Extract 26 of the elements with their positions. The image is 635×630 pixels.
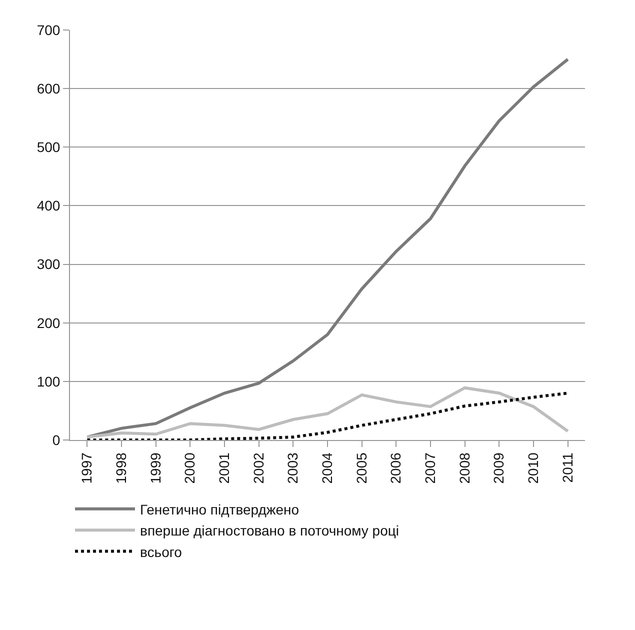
legend-label: Генетично підтверджено [140,501,300,518]
legend-label: всього [140,544,182,560]
y-tick-label: 200 [36,314,60,331]
x-tick-label: 2000 [182,452,198,484]
y-tick-label: 500 [36,139,60,156]
x-tick-label: 2005 [353,452,370,484]
x-tick-label: 1997 [78,452,95,484]
legend-label: вперше діагностовано в поточному році [140,522,400,539]
x-tick-label: 2010 [525,452,542,484]
x-tick-label: 2006 [388,452,404,484]
x-tick-label: 2002 [250,452,266,484]
x-tick-label: 2003 [284,452,301,484]
y-tick-label: 100 [36,373,60,390]
x-tick-label: 2009 [490,452,507,484]
y-tick-label: 400 [36,198,60,214]
x-tick-label: 1998 [113,452,130,484]
y-tick-label: 600 [36,80,60,96]
y-tick-label: 0 [52,432,60,448]
y-tick-label: 700 [36,22,60,38]
y-tick-label: 300 [36,256,60,272]
x-tick-label: 2011 [559,452,576,483]
x-tick-label: 2001 [216,452,232,484]
x-tick-label: 2004 [319,452,336,484]
x-tick-label: 1999 [147,452,164,484]
x-tick-label: 2008 [456,452,472,484]
x-tick-label: 2007 [422,452,438,484]
